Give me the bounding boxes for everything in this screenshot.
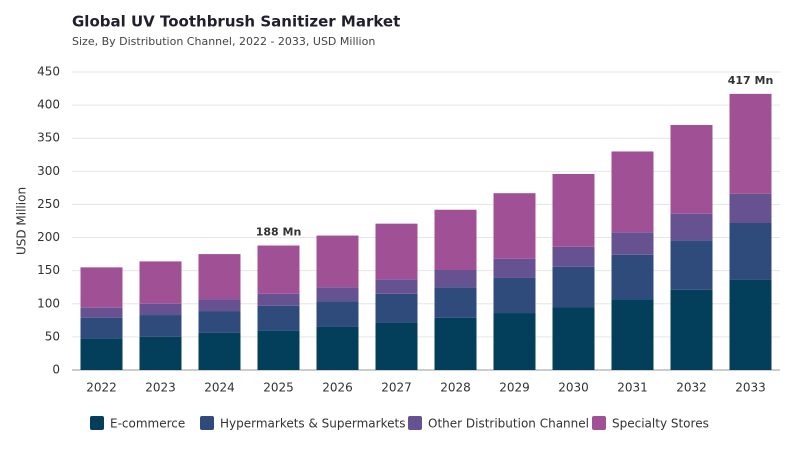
bar-segment xyxy=(316,301,359,327)
bar-segment xyxy=(670,213,713,241)
bar-segment xyxy=(80,307,123,318)
bar-segment xyxy=(80,317,123,339)
bar-segment xyxy=(434,209,477,271)
y-tick-label: 0 xyxy=(52,363,60,377)
bar-segment xyxy=(493,277,536,314)
legend-swatch xyxy=(592,416,606,430)
bar-segment xyxy=(729,93,772,194)
bar-segment xyxy=(611,232,654,255)
x-tick-label: 2027 xyxy=(381,381,412,395)
x-tick-label: 2030 xyxy=(558,381,589,395)
legend-label: E-commerce xyxy=(110,417,185,431)
annotation: 417 Mn xyxy=(728,74,774,87)
bar-segment xyxy=(80,338,123,370)
bar-segment xyxy=(139,315,182,337)
y-tick-label: 50 xyxy=(45,329,60,343)
bar-segment xyxy=(729,193,772,223)
bar-segment xyxy=(729,279,772,370)
y-axis-label: USD Million xyxy=(15,187,29,255)
bar-segment xyxy=(316,235,359,288)
bar-segment xyxy=(552,173,595,247)
bar-segment xyxy=(493,193,536,259)
x-tick-label: 2025 xyxy=(263,381,294,395)
bar-segment xyxy=(139,336,182,370)
y-tick-label: 250 xyxy=(37,197,60,211)
bar-segment xyxy=(198,332,241,370)
bar-segment xyxy=(434,287,477,318)
x-tick-label: 2033 xyxy=(735,381,766,395)
bar-segment xyxy=(198,311,241,333)
x-tick-label: 2022 xyxy=(86,381,117,395)
bar-segment xyxy=(139,303,182,316)
bar-segment xyxy=(375,279,418,294)
legend-swatch xyxy=(200,416,214,430)
bar-segment xyxy=(434,317,477,370)
bar-segment xyxy=(257,330,300,370)
annotation: 188 Mn xyxy=(256,226,302,239)
bar-segment xyxy=(493,258,536,278)
x-tick-label: 2031 xyxy=(617,381,648,395)
legend-swatch xyxy=(90,416,104,430)
y-tick-label: 300 xyxy=(37,164,60,178)
bar-segment xyxy=(375,322,418,370)
x-tick-label: 2032 xyxy=(676,381,707,395)
bar-segment xyxy=(552,266,595,308)
bar-segment xyxy=(198,254,241,300)
bar-segment xyxy=(552,307,595,370)
bar-segment xyxy=(434,270,477,288)
x-tick-label: 2023 xyxy=(145,381,176,395)
chart-subtitle: Size, By Distribution Channel, 2022 - 20… xyxy=(72,35,375,48)
y-tick-label: 200 xyxy=(37,230,60,244)
x-tick-label: 2024 xyxy=(204,381,235,395)
bar-segment xyxy=(670,124,713,214)
bar-segment xyxy=(670,289,713,370)
y-tick-label: 350 xyxy=(37,131,60,145)
legend-label: Specialty Stores xyxy=(612,417,709,431)
bar-segment xyxy=(670,240,713,290)
bar-segment xyxy=(257,305,300,331)
bar-segment xyxy=(316,287,359,302)
bar-segment xyxy=(552,246,595,267)
y-tick-label: 450 xyxy=(37,65,60,79)
x-tick-label: 2028 xyxy=(440,381,471,395)
bar-segment xyxy=(611,151,654,233)
bar-segment xyxy=(80,267,123,308)
bar-segment xyxy=(139,261,182,304)
bar-segment xyxy=(198,299,241,312)
y-tick-label: 150 xyxy=(37,263,60,277)
bar-segment xyxy=(611,299,654,370)
chart-title: Global UV Toothbrush Sanitizer Market xyxy=(72,13,400,31)
x-tick-label: 2029 xyxy=(499,381,530,395)
bar-segment xyxy=(611,254,654,300)
legend-label: Other Distribution Channel xyxy=(428,417,589,431)
bar-segment xyxy=(257,245,300,294)
bar-segment xyxy=(729,222,772,280)
y-tick-label: 400 xyxy=(37,98,60,112)
legend-swatch xyxy=(408,416,422,430)
bar-segment xyxy=(375,293,418,323)
legend-label: Hypermarkets & Supermarkets xyxy=(220,417,405,431)
bar-segment xyxy=(375,223,418,280)
y-tick-label: 100 xyxy=(37,296,60,310)
bar-segment xyxy=(493,313,536,370)
bar-segment xyxy=(257,293,300,306)
x-tick-label: 2026 xyxy=(322,381,353,395)
bar-segment xyxy=(316,326,359,370)
